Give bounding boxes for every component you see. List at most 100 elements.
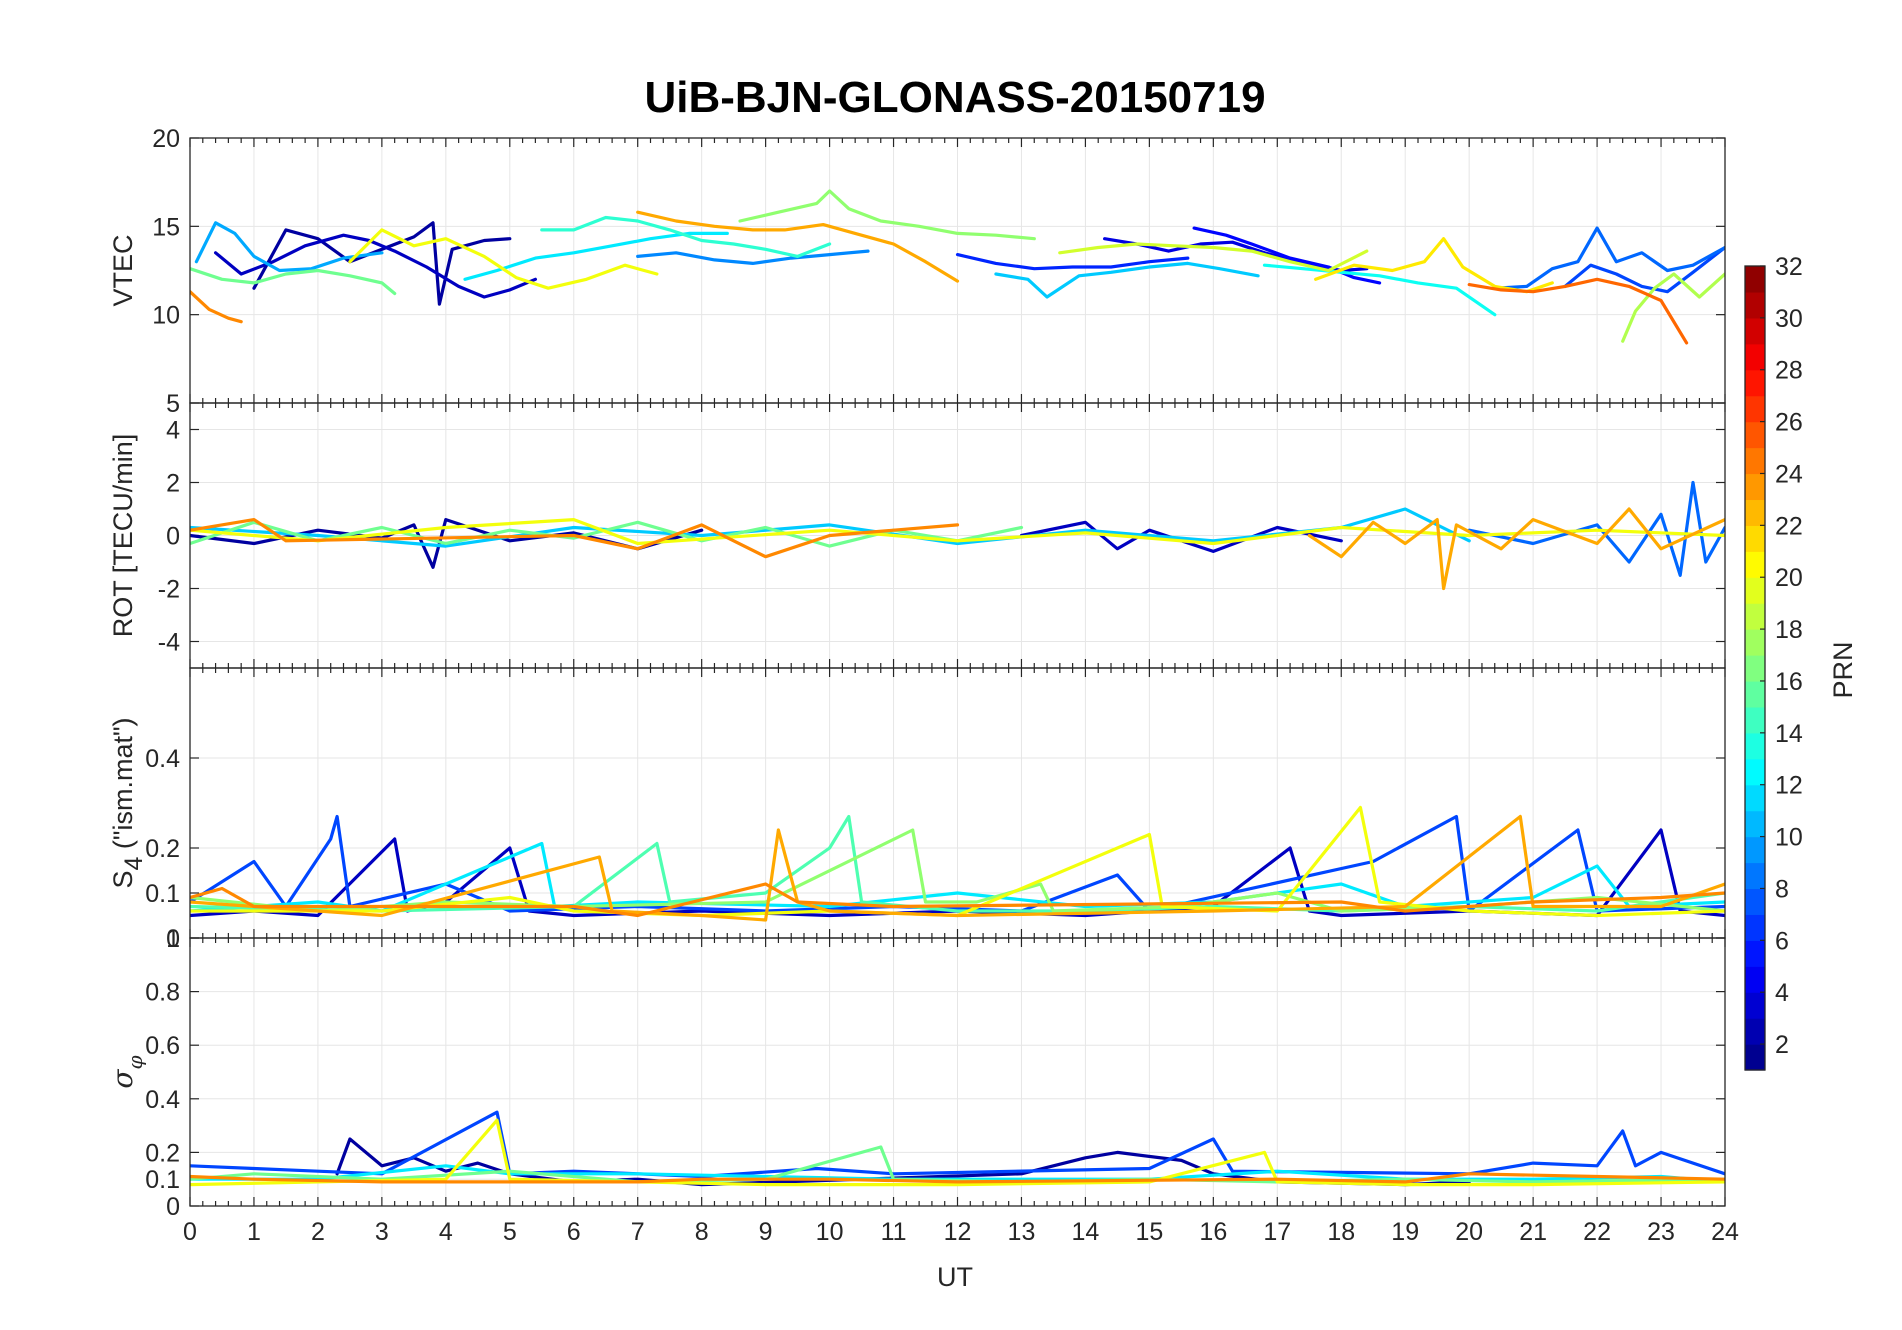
colorbar-segment xyxy=(1745,1044,1765,1071)
series-prn-9 xyxy=(636,249,870,265)
colorbar-tick-label: 8 xyxy=(1775,875,1789,903)
colorbar-tick-label: 32 xyxy=(1775,253,1803,281)
x-tick-label: 4 xyxy=(439,1218,453,1246)
colorbar-tick-label: 20 xyxy=(1775,564,1803,592)
series-prn-24 xyxy=(190,518,960,559)
x-tick-label: 14 xyxy=(1072,1218,1100,1246)
colorbar-segment xyxy=(1745,680,1765,708)
y-tick-label: 4 xyxy=(166,417,180,445)
y-tick-label: 15 xyxy=(152,213,180,241)
x-tick-label: 17 xyxy=(1263,1218,1291,1246)
colorbar-segment xyxy=(1745,940,1765,967)
x-tick-label: 16 xyxy=(1199,1218,1227,1246)
colorbar-segment xyxy=(1745,525,1765,552)
x-tick-label: 7 xyxy=(631,1218,645,1246)
x-tick-label: 18 xyxy=(1327,1218,1355,1246)
series-group xyxy=(190,189,1725,345)
series-prn-5 xyxy=(1192,226,1382,285)
x-tick-label: 10 xyxy=(816,1218,844,1246)
x-tick-label: 8 xyxy=(695,1218,709,1246)
x-tick-label: 15 xyxy=(1135,1218,1163,1246)
colorbar-frame xyxy=(1744,265,1766,1071)
series-prn-7 xyxy=(190,814,1725,913)
series-prn-23 xyxy=(636,210,960,283)
colorbar-segment xyxy=(1745,473,1765,501)
colorbar-segment xyxy=(1745,758,1765,786)
y-tick-label: 0 xyxy=(166,925,180,953)
series-group xyxy=(190,805,1725,922)
colorbar-segment xyxy=(1745,1018,1765,1045)
y-axis-label: S4 ("ism.mat") xyxy=(108,717,148,888)
colorbar-segment xyxy=(1745,862,1765,890)
colorbar-segment xyxy=(1745,836,1765,864)
series-prn-7 xyxy=(1563,245,1725,294)
colorbar-segment xyxy=(1745,577,1765,604)
x-axis: 0 1 2 3 4 5 6 7 8 9 10 11 12 13 14 15 16 17 18 19 20 21 22 23 24 xyxy=(183,1218,1739,1246)
series-prn-2 xyxy=(252,221,512,306)
series-prn-18 xyxy=(1621,272,1725,343)
y-axis-label: VTEC xyxy=(108,234,138,306)
x-tick-label: 9 xyxy=(759,1218,773,1246)
x-tick-label: 24 xyxy=(1711,1218,1739,1246)
colorbar-tick-label: 22 xyxy=(1775,512,1803,540)
colorbar-segment xyxy=(1745,888,1765,915)
series-prn-20 xyxy=(348,228,659,290)
colorbar-segment xyxy=(1745,266,1765,293)
x-tick-label: 5 xyxy=(503,1218,517,1246)
series-prn-3 xyxy=(1019,520,1343,553)
series-prn-23 xyxy=(1307,507,1725,591)
colorbar-segment xyxy=(1745,810,1765,838)
colorbar-segment xyxy=(1745,655,1765,682)
colorbar-segment xyxy=(1745,551,1765,578)
x-tick-label: 3 xyxy=(375,1218,389,1246)
series-prn-25 xyxy=(1467,277,1689,345)
colorbar-segment xyxy=(1745,992,1765,1019)
colorbar-tick-label: 10 xyxy=(1775,824,1803,852)
series-prn-16 xyxy=(190,267,397,296)
x-tick-label: 20 xyxy=(1455,1218,1483,1246)
series-prn-16 xyxy=(190,1145,1725,1184)
x-tick-label: 13 xyxy=(1008,1218,1036,1246)
y-tick-label: 0 xyxy=(166,1193,180,1221)
y-tick-label: 0.1 xyxy=(145,880,180,908)
y-tick-label: 10 xyxy=(152,302,180,330)
y-axis-label: ROT [TECU/min] xyxy=(108,434,138,638)
y-tick-label: 5 xyxy=(166,390,180,418)
series-prn-12 xyxy=(190,841,1725,913)
axes-box xyxy=(189,937,1726,1207)
series-prn-19 xyxy=(1058,242,1369,273)
x-tick-label: 11 xyxy=(881,1218,907,1246)
colorbar-tick-label: 6 xyxy=(1775,927,1789,955)
x-tick-label: 21 xyxy=(1519,1218,1547,1246)
panel-rot: -4 -2 0 2 4 ROT [TECU/min] xyxy=(108,402,1726,669)
series-prn-24 xyxy=(190,290,243,324)
colorbar-tick-label: 30 xyxy=(1775,305,1803,333)
y-tick-label: 0.2 xyxy=(145,835,180,863)
colorbar-segment xyxy=(1745,369,1765,397)
series-prn-11 xyxy=(994,261,1260,299)
series-prn-6 xyxy=(955,253,1190,271)
series-prn-24 xyxy=(190,882,1725,918)
y-tick-label: 0 xyxy=(166,523,180,551)
series-prn-20 xyxy=(190,1118,1725,1187)
colorbar-segment xyxy=(1745,603,1765,630)
series-prn-24 xyxy=(190,1172,1725,1184)
panel-vtec: 5 10 15 20 VTEC xyxy=(108,125,1726,418)
colorbar-segment xyxy=(1745,914,1765,941)
colorbar-tick-label: 4 xyxy=(1775,979,1789,1007)
series-prn-8 xyxy=(1493,226,1725,290)
y-tick-label: 0.8 xyxy=(145,979,180,1007)
x-tick-label: 6 xyxy=(567,1218,581,1246)
series-prn-14 xyxy=(540,215,832,258)
y-tick-label: 2 xyxy=(166,470,180,498)
colorbar-segment xyxy=(1745,343,1765,371)
colorbar-tick-label: 28 xyxy=(1775,357,1803,385)
x-tick-label: 22 xyxy=(1583,1218,1611,1246)
x-tick-label: 0 xyxy=(183,1218,197,1246)
series-group xyxy=(190,480,1725,591)
series-prn-13 xyxy=(1262,263,1497,317)
series-prn-20 xyxy=(190,518,1725,546)
colorbar-segment xyxy=(1745,421,1765,449)
